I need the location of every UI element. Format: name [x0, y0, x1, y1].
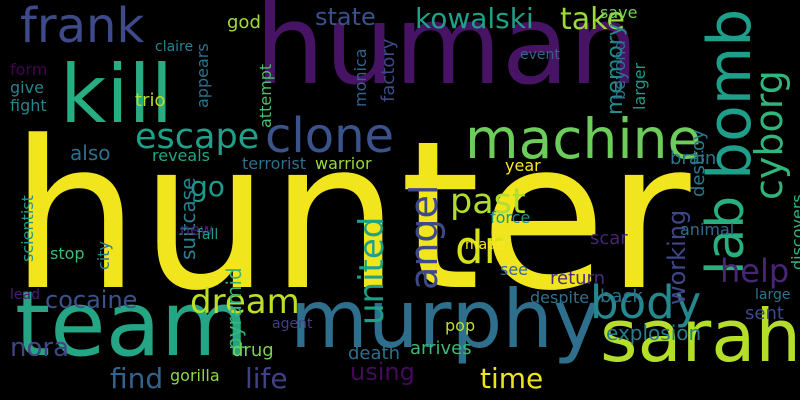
- word-sarah: sarah: [600, 294, 800, 378]
- word-united: united: [352, 216, 392, 325]
- word-explosion: explosion: [606, 321, 702, 345]
- word-give: give: [10, 78, 44, 97]
- word-kill: kill: [60, 48, 174, 141]
- word-city: city: [94, 241, 113, 270]
- word-sent: sent: [745, 303, 784, 324]
- word-death: death: [348, 343, 400, 364]
- word-nora: nora: [10, 333, 70, 363]
- word-terrorist: terrorist: [242, 154, 307, 173]
- word-angel: angel: [402, 184, 446, 290]
- word-claire: claire: [155, 39, 194, 55]
- word-gorilla: gorilla: [170, 366, 220, 385]
- word-save: save: [600, 3, 638, 22]
- word-fight: fight: [10, 96, 47, 115]
- word-new: new: [180, 220, 214, 239]
- word-machine: machine: [465, 107, 702, 171]
- word-dream: dream: [190, 282, 300, 322]
- word-dr: dr: [455, 221, 503, 274]
- word-brain: brain: [670, 148, 717, 169]
- word-scar: scar: [590, 228, 628, 249]
- word-frank: frank: [20, 0, 145, 54]
- word-return: return: [550, 268, 606, 289]
- word-attempt: attempt: [256, 63, 275, 128]
- word-animal: animal: [680, 220, 735, 239]
- word-also: also: [70, 141, 111, 165]
- word-reveals: reveals: [152, 146, 210, 165]
- word-monica: monica: [351, 48, 370, 107]
- word-state: state: [315, 3, 376, 31]
- word-trio: trio: [135, 90, 166, 111]
- word-see: see: [500, 260, 529, 279]
- word-take: take: [560, 2, 625, 37]
- word-cyborg: cyborg: [747, 70, 791, 200]
- word-escape: escape: [135, 117, 260, 157]
- word-arrives: arrives: [410, 338, 472, 359]
- word-event: event: [520, 47, 560, 63]
- word-cocaine: cocaine: [45, 286, 138, 314]
- word-go: go: [190, 170, 225, 203]
- word-fall: fall: [197, 227, 219, 243]
- word-year: year: [505, 156, 541, 175]
- word-force: force: [490, 208, 531, 227]
- word-pyramid: pyramid: [222, 267, 246, 350]
- word-time: time: [480, 362, 544, 395]
- word-using: using: [350, 358, 415, 386]
- word-large: large: [755, 287, 791, 303]
- word-back: back: [600, 286, 643, 307]
- word-life: life: [245, 362, 288, 395]
- word-scientist: scientist: [18, 195, 37, 262]
- word-larger: larger: [630, 62, 649, 110]
- word-stop: stop: [50, 244, 85, 263]
- word-pop: pop: [445, 316, 476, 335]
- word-past: past: [450, 182, 526, 222]
- word-find: find: [110, 362, 164, 395]
- word-body: body: [590, 276, 702, 329]
- word-lead: lead: [10, 287, 40, 303]
- word-murphy: murphy: [290, 273, 601, 366]
- word-discovers: discovers: [788, 194, 800, 270]
- word-made: made: [465, 237, 505, 253]
- word-warrior: warrior: [315, 154, 372, 173]
- word-hunter: hunter: [10, 98, 691, 336]
- word-god: god: [227, 12, 261, 33]
- word-form: form: [10, 60, 48, 79]
- word-appears: appears: [193, 43, 212, 108]
- word-suitcase: suitcase: [176, 177, 200, 260]
- word-clone: clone: [265, 108, 395, 164]
- word-factory: factory: [378, 38, 399, 102]
- word-drug: drug: [232, 340, 274, 361]
- word-kowalski: kowalski: [415, 2, 534, 35]
- word-despite: despite: [530, 288, 590, 307]
- word-human: human: [255, 0, 639, 109]
- word-help: help: [720, 252, 790, 290]
- word-beyond: beyond: [610, 40, 629, 100]
- word-team: team: [15, 272, 249, 377]
- word-agent: agent: [272, 316, 313, 332]
